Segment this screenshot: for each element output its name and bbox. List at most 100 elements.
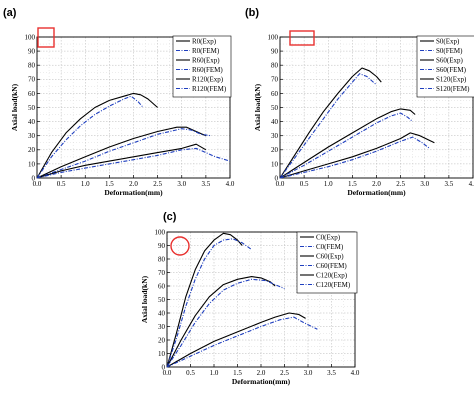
y-tick-label: 90 [158, 242, 166, 250]
marker-rect [37, 27, 55, 48]
series-line-R120(FEM) [36, 147, 231, 179]
legend-entry: R120(FEM) [192, 85, 227, 93]
legend-box [416, 35, 474, 98]
x-tick-label: 1.5 [233, 369, 242, 377]
y-tick-label: 30 [158, 323, 166, 331]
x-tick-label: 3.0 [177, 180, 186, 188]
y-tick-label: 100 [155, 228, 166, 236]
marker-circle [170, 236, 190, 256]
x-axis-label: Deformation(mm) [104, 188, 163, 197]
x-tick-label: 0.0 [276, 180, 285, 188]
legend-entry: C120(FEM) [316, 281, 351, 289]
legend-entry: S120(Exp) [436, 76, 467, 84]
legend-entry: C60(Exp) [316, 253, 344, 261]
legend-entry: R60(FEM) [192, 66, 223, 74]
y-tick-label: 20 [158, 336, 166, 344]
legend-entry: S0(FEM) [436, 47, 463, 55]
x-tick-label: 4.0 [351, 369, 360, 377]
x-axis-label: Deformation(mm) [232, 377, 291, 386]
x-tick-label: 1.5 [348, 180, 357, 188]
y-tick-label: 40 [271, 118, 279, 126]
y-axis-label: Axial load(kN) [253, 83, 262, 131]
series-line-S120(Exp) [279, 132, 435, 179]
y-tick-label: 70 [28, 76, 36, 84]
x-tick-label: 3.5 [327, 369, 336, 377]
y-tick-label: 20 [271, 146, 279, 154]
legend-entry: S0(Exp) [436, 38, 460, 46]
x-tick-label: 3.5 [445, 180, 454, 188]
panel-label: (a) [3, 7, 17, 19]
marker-rect [289, 30, 315, 46]
panel-label: (c) [163, 211, 177, 223]
x-tick-label: 1.0 [210, 369, 219, 377]
legend: R0(Exp)R0(FEM) R60(Exp)R60(FEM) R120(Exp)R… [172, 35, 232, 98]
x-tick-label: 0.0 [163, 369, 172, 377]
y-tick-label: 10 [158, 350, 166, 358]
legend-entry: C120(Exp) [316, 272, 348, 280]
x-tick-label: 4.0 [469, 180, 474, 188]
y-tick-label: 0 [275, 174, 279, 182]
y-tick-label: 30 [271, 132, 279, 140]
chart-panel-1: (a) 0.0 0.5 1.0 1.5 2.0 2.5 3.0 3.5 4.0 0 10 20 30 40 5… [3, 7, 235, 197]
chart-panel-2: (b) 0.0 0.5 1.0 1.5 2.0 2.5 3.0 3.5 4.0 0 10 20 30 40 5… [245, 7, 474, 197]
series-line-C120(FEM) [166, 316, 318, 368]
series-line-C120(Exp) [166, 312, 306, 368]
y-tick-label: 60 [158, 282, 166, 290]
x-tick-label: 0.0 [33, 180, 42, 188]
series-line-R120(Exp) [36, 143, 207, 179]
series-line-S60(FEM) [279, 112, 414, 179]
x-tick-label: 2.0 [372, 180, 381, 188]
legend-entry: S60(FEM) [436, 66, 467, 74]
y-axis-label: Axial load(kN) [140, 275, 149, 323]
legend: S0(Exp)S0(FEM) S60(Exp)S60(FEM) S120(Exp)S… [416, 35, 474, 98]
legend-entry: R0(FEM) [192, 47, 220, 55]
x-tick-label: 1.0 [81, 180, 90, 188]
legend-entry: S120(FEM) [436, 85, 470, 93]
y-tick-label: 60 [271, 90, 279, 98]
y-tick-label: 30 [28, 132, 36, 140]
y-tick-label: 10 [28, 160, 36, 168]
legend-box [296, 231, 358, 294]
legend: C0(Exp)C0(FEM) C60(Exp)C60(FEM) C120(Exp)C… [296, 231, 358, 294]
x-tick-label: 3.0 [304, 369, 313, 377]
series-line-R0(FEM) [36, 95, 144, 179]
y-tick-label: 20 [28, 146, 36, 154]
y-tick-label: 90 [271, 48, 279, 56]
legend-box [172, 35, 232, 98]
y-tick-label: 70 [158, 269, 166, 277]
legend-entry: R60(Exp) [192, 57, 220, 65]
chart-panel-3: (c) 0.0 0.5 1.0 1.5 2.0 2.5 3.0 3.5 4.0 0 10 20 30 40 5… [140, 211, 360, 386]
series-line-C0(FEM) [166, 238, 252, 368]
legend-entry: S60(Exp) [436, 57, 464, 65]
x-tick-label: 2.5 [153, 180, 162, 188]
y-tick-label: 10 [271, 160, 279, 168]
legend-entry: R120(Exp) [192, 76, 224, 84]
series-line-S0(FEM) [279, 73, 377, 179]
x-tick-label: 2.5 [396, 180, 405, 188]
y-tick-label: 0 [162, 363, 166, 371]
y-tick-label: 100 [268, 33, 279, 41]
y-tick-label: 80 [271, 62, 279, 70]
series-line-C0(Exp) [166, 232, 243, 368]
series-line-S120(FEM) [279, 136, 430, 179]
x-tick-label: 3.0 [420, 180, 429, 188]
y-tick-label: 60 [28, 90, 36, 98]
series-line-S60(Exp) [279, 108, 416, 179]
y-axis-label: Axial load(kN) [10, 83, 19, 131]
y-tick-label: 80 [158, 255, 166, 263]
legend-entry: C0(FEM) [316, 243, 344, 251]
x-tick-label: 1.0 [324, 180, 333, 188]
y-tick-label: 80 [28, 62, 36, 70]
y-tick-label: 70 [271, 76, 279, 84]
series-line-R0(Exp) [36, 92, 158, 179]
x-tick-label: 3.5 [202, 180, 211, 188]
series-line-C60(FEM) [166, 278, 285, 368]
legend-entry: C0(Exp) [316, 234, 341, 242]
x-tick-label: 0.5 [186, 369, 195, 377]
x-tick-label: 1.5 [105, 180, 114, 188]
series-line-R60(Exp) [36, 126, 207, 179]
x-tick-label: 2.0 [257, 369, 266, 377]
y-tick-label: 50 [271, 104, 279, 112]
x-tick-label: 0.5 [300, 180, 309, 188]
series-line-R60(FEM) [36, 128, 211, 179]
